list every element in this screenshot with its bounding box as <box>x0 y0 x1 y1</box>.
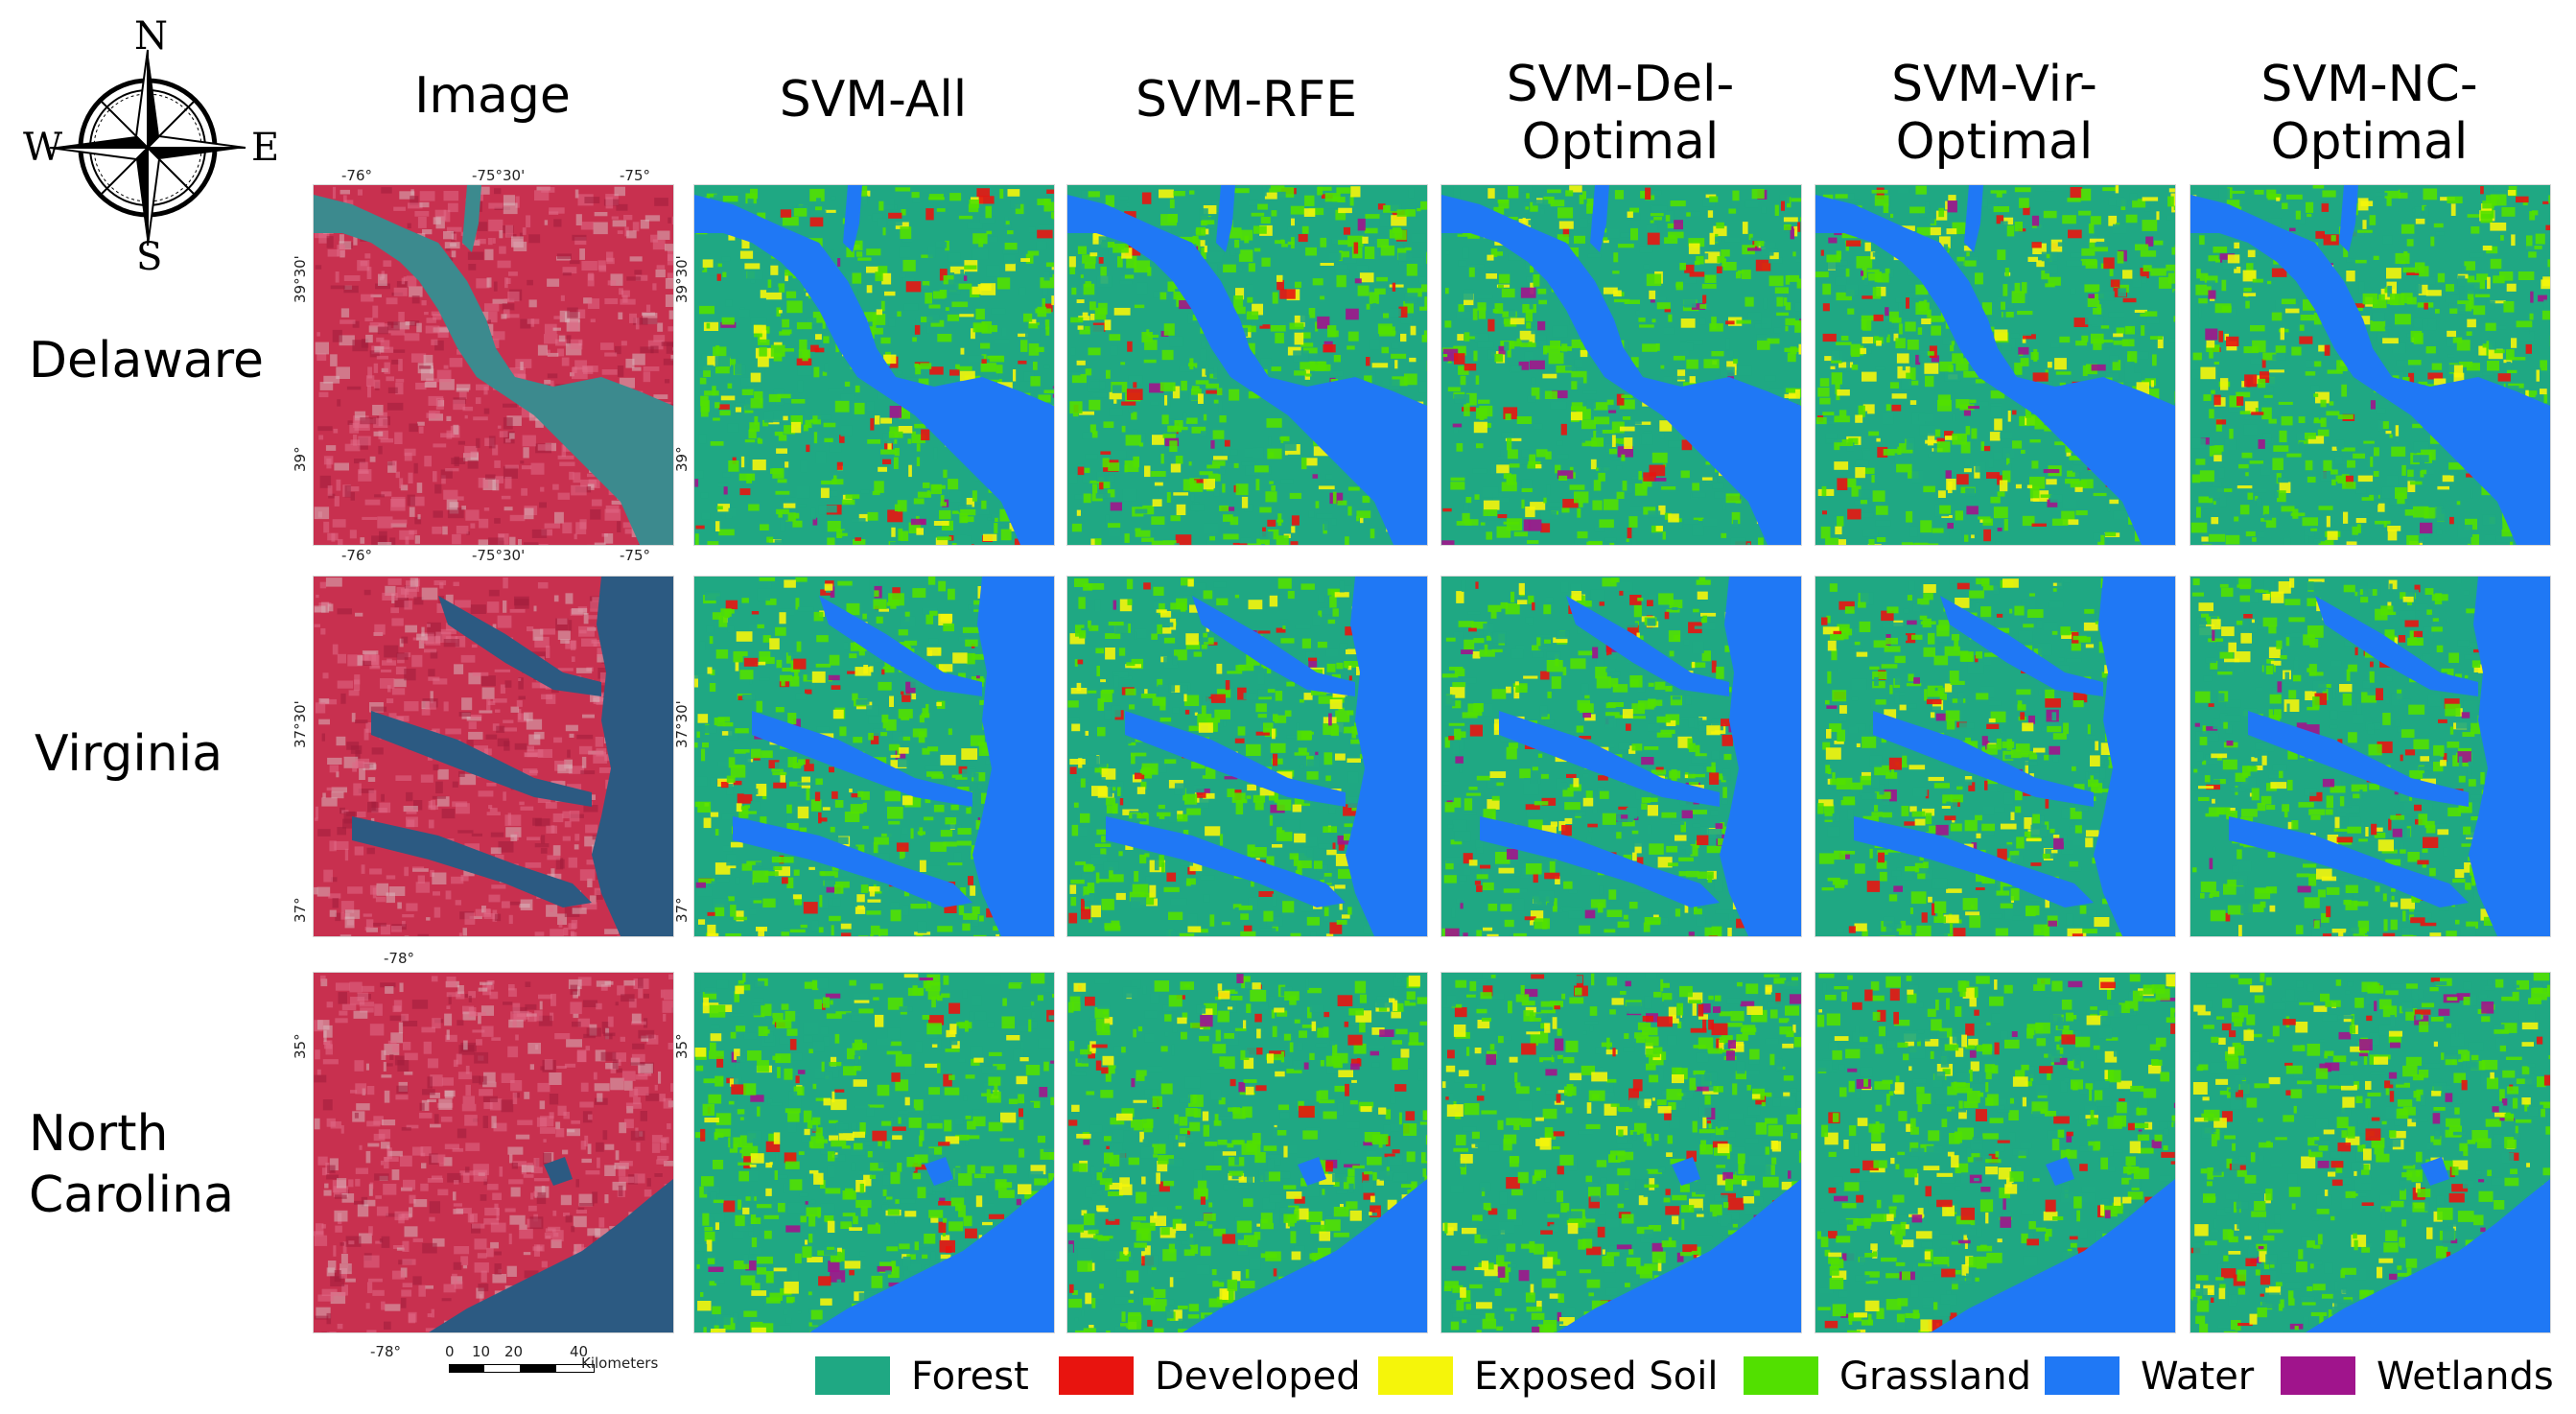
classification-map-svg <box>694 577 1054 936</box>
scale-unit-label: Kilometers <box>581 1355 659 1372</box>
map-side-tick-va-0: 37°30' <box>673 700 691 748</box>
legend-label: Exposed Soil <box>1474 1355 1719 1399</box>
legend-label: Forest <box>911 1355 1029 1399</box>
classification-map-svg <box>1067 185 1427 545</box>
scale-tick-10: 10 <box>472 1343 491 1360</box>
satellite-image-svg <box>314 185 673 545</box>
classification-map-svg <box>1441 577 1801 936</box>
classification-map-svg <box>1067 577 1427 936</box>
satellite-image-2-0 <box>313 972 674 1333</box>
image-side-tick-nc-0: 35° <box>292 1033 309 1059</box>
legend-item-grassland: Grassland <box>1744 1355 2089 1399</box>
legend-label: Developed <box>1155 1355 1361 1399</box>
legend-item-developed: Developed <box>1059 1355 1404 1399</box>
legend-label: Grassland <box>1839 1355 2031 1399</box>
legend-label: Water <box>2141 1355 2255 1399</box>
image-top-tick-de-2: -75° <box>620 167 650 184</box>
classification-map-svg <box>694 185 1054 545</box>
image-side-tick-va-1: 37° <box>292 897 309 923</box>
classification-map-svg <box>1441 973 1801 1332</box>
image-side-tick-va-0: 37°30' <box>292 700 309 748</box>
legend-item-forest: Forest <box>815 1355 1160 1399</box>
classification-map-svg <box>2190 185 2550 545</box>
map-side-tick-de-1: 39° <box>673 446 691 472</box>
legend-item-exposed-soil: Exposed Soil <box>1378 1355 1723 1399</box>
legend-swatch <box>815 1356 890 1395</box>
classification-map-2-4 <box>1815 972 2176 1333</box>
classification-map-svg <box>1815 577 2175 936</box>
map-side-tick-de-0: 39°30' <box>673 255 691 303</box>
row-label-0: Delaware <box>29 332 264 389</box>
classification-map-0-2 <box>1066 184 1428 546</box>
map-side-tick-nc-0: 35° <box>673 1033 691 1059</box>
classification-map-0-1 <box>693 184 1055 546</box>
classification-map-svg <box>1067 973 1427 1332</box>
image-bottom-tick-nc-0: -78° <box>370 1343 401 1360</box>
satellite-image-svg <box>314 577 673 936</box>
classification-map-svg <box>1815 185 2175 545</box>
classification-map-svg <box>1815 973 2175 1332</box>
row-label-2: North Carolina <box>29 1105 234 1224</box>
legend-swatch <box>2045 1356 2119 1395</box>
classification-map-1-2 <box>1066 576 1428 937</box>
column-header-5: SVM-NC- Optimal <box>2260 56 2478 171</box>
legend-item-wetlands: Wetlands <box>2281 1355 2576 1399</box>
classification-map-svg <box>1441 185 1801 545</box>
legend-swatch <box>1744 1356 1818 1395</box>
legend-swatch <box>1378 1356 1453 1395</box>
image-bottom-tick-de-2: -75° <box>620 547 650 564</box>
legend-label: Wetlands <box>2377 1355 2554 1399</box>
classification-map-svg <box>2190 973 2550 1332</box>
column-header-3: SVM-Del- Optimal <box>1506 56 1735 171</box>
classification-map-2-3 <box>1440 972 1802 1333</box>
scale-bar: 0 10 20 40 Kilometers <box>443 1343 673 1376</box>
column-header-4: SVM-Vir- Optimal <box>1891 56 2097 171</box>
scale-tick-40: 40 <box>570 1343 589 1360</box>
column-header-2: SVM-RFE <box>1135 71 1358 129</box>
legend-item-water: Water <box>2045 1355 2390 1399</box>
classification-map-0-5 <box>2190 184 2551 546</box>
image-top-tick-nc-0: -78° <box>384 950 414 967</box>
satellite-image-1-0 <box>313 576 674 937</box>
classification-map-2-5 <box>2190 972 2551 1333</box>
image-top-tick-de-0: -76° <box>341 167 372 184</box>
classification-map-1-5 <box>2190 576 2551 937</box>
image-bottom-tick-de-1: -75°30' <box>472 547 526 564</box>
classification-map-0-4 <box>1815 184 2176 546</box>
compass-rose: N S W E <box>21 17 290 276</box>
image-bottom-tick-de-0: -76° <box>341 547 372 564</box>
column-header-1: SVM-All <box>779 71 968 129</box>
scale-bar-graphic <box>449 1364 595 1373</box>
image-side-tick-de-0: 39°30' <box>292 255 309 303</box>
satellite-image-svg <box>314 973 673 1332</box>
column-header-0: Image <box>414 67 571 125</box>
row-label-1: Virginia <box>35 725 223 783</box>
compass-north-label: N <box>134 14 168 59</box>
map-side-tick-va-1: 37° <box>673 897 691 923</box>
legend-swatch <box>2281 1356 2355 1395</box>
legend-swatch <box>1059 1356 1134 1395</box>
satellite-image-0-0 <box>313 184 674 546</box>
image-side-tick-de-1: 39° <box>292 446 309 472</box>
classification-map-2-2 <box>1066 972 1428 1333</box>
classification-map-1-3 <box>1440 576 1802 937</box>
image-top-tick-de-1: -75°30' <box>472 167 526 184</box>
scale-tick-0: 0 <box>445 1343 455 1360</box>
compass-rose-icon <box>49 49 246 247</box>
compass-east-label: E <box>251 126 280 170</box>
compass-south-label: S <box>136 235 163 279</box>
scale-tick-20: 20 <box>504 1343 524 1360</box>
classification-map-svg <box>2190 577 2550 936</box>
classification-map-svg <box>694 973 1054 1332</box>
classification-map-1-1 <box>693 576 1055 937</box>
compass-west-label: W <box>23 126 63 170</box>
classification-map-0-3 <box>1440 184 1802 546</box>
classification-map-1-4 <box>1815 576 2176 937</box>
classification-map-2-1 <box>693 972 1055 1333</box>
